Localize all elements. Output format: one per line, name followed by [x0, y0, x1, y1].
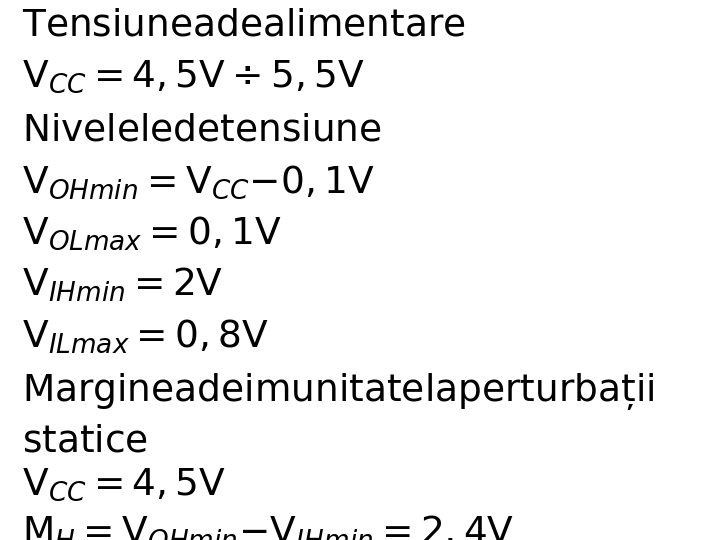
Text: $\mathsf{Tensiunea de alimentare}$: $\mathsf{Tensiunea de alimentare}$ — [22, 7, 465, 43]
Text: $\mathsf{V}_{OLmax}\mathsf{=0,1V}$: $\mathsf{V}_{OLmax}\mathsf{=0,1V}$ — [22, 215, 282, 252]
Text: $\mathsf{V}_{IHmin}\mathsf{=2V}$: $\mathsf{V}_{IHmin}\mathsf{=2V}$ — [22, 265, 223, 303]
Text: $\mathsf{V}_{CC}\mathsf{=4,5V}$: $\mathsf{V}_{CC}\mathsf{=4,5V}$ — [22, 467, 225, 503]
Text: $\mathsf{Nivelele de tensiune}$: $\mathsf{Nivelele de tensiune}$ — [22, 112, 382, 148]
Text: $\mathsf{V}_{OHmin}\mathsf{=V}_{CC}\mathsf{-0,1V}$: $\mathsf{V}_{OHmin}\mathsf{=V}_{CC}\math… — [22, 164, 374, 201]
Text: $\mathsf{V}_{ILmax}\mathsf{=0,8V}$: $\mathsf{V}_{ILmax}\mathsf{=0,8V}$ — [22, 318, 269, 355]
Text: $\mathsf{M}_{H}\mathsf{=V}_{OHmin}\mathsf{-V}_{IHmin}\mathsf{=2,4V}$: $\mathsf{M}_{H}\mathsf{=V}_{OHmin}\maths… — [22, 514, 514, 540]
Text: $\mathsf{Marginea de imunitate la perturbații}$: $\mathsf{Marginea de imunitate la pertur… — [22, 370, 654, 411]
Text: $\mathsf{V}_{CC}\mathsf{=4,5V\div5,5V}$: $\mathsf{V}_{CC}\mathsf{=4,5V\div5,5V}$ — [22, 58, 364, 94]
Text: $\mathsf{statice}$: $\mathsf{statice}$ — [22, 424, 148, 460]
